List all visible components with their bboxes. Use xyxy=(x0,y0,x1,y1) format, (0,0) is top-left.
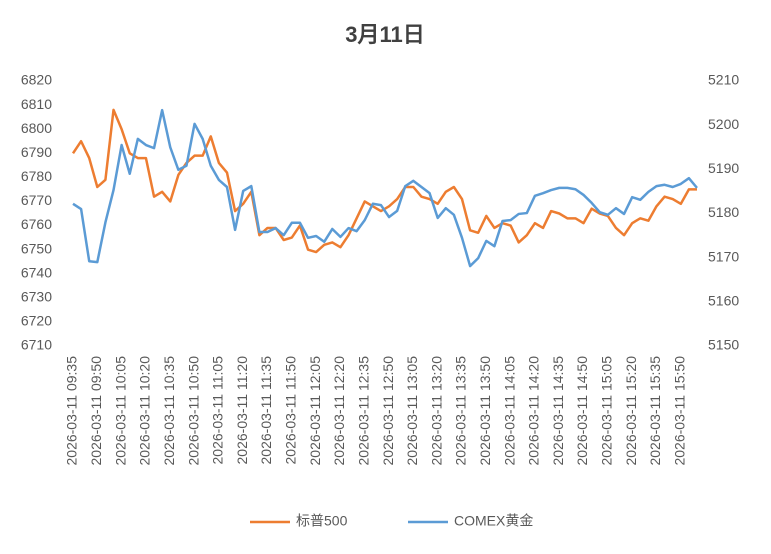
y2-tick-label: 5170 xyxy=(708,248,739,264)
x-tick-label: 2026-03-11 15:50 xyxy=(671,356,687,466)
chart-title: 3月11日 xyxy=(345,22,425,47)
x-tick-label: 2026-03-11 13:05 xyxy=(404,356,420,466)
x-tick-label: 2026-03-11 10:05 xyxy=(112,356,128,466)
series-line xyxy=(71,108,697,254)
x-tick-label: 2026-03-11 11:50 xyxy=(283,356,299,465)
x-tick-label: 2026-03-11 14:20 xyxy=(526,356,542,466)
x-tick-label: 2026-03-11 11:05 xyxy=(210,356,226,465)
x-tick-label: 2026-03-11 15:05 xyxy=(599,356,615,466)
x-tick-label: 2026-03-11 12:05 xyxy=(307,356,323,466)
x-tick-label: 2026-03-11 15:35 xyxy=(647,356,663,466)
x-tick-label: 2026-03-11 11:20 xyxy=(234,356,250,465)
x-tick-label: 2026-03-11 10:20 xyxy=(137,356,153,466)
x-tick-label: 2026-03-11 13:20 xyxy=(428,356,444,466)
x-tick-label: 2026-03-11 12:50 xyxy=(380,356,396,466)
y-tick-label: 6790 xyxy=(21,144,52,160)
x-tick-label: 2026-03-11 12:20 xyxy=(331,356,347,466)
x-tick-label: 2026-03-11 12:35 xyxy=(355,356,371,466)
x-tick-label: 2026-03-11 10:50 xyxy=(185,356,201,466)
x-tick-label: 2026-03-11 14:05 xyxy=(501,356,517,466)
y-tick-label: 6820 xyxy=(21,72,52,88)
x-tick-label: 2026-03-11 14:35 xyxy=(550,356,566,466)
x-tick-label: 2026-03-11 15:20 xyxy=(623,356,639,466)
x-tick-label: 2026-03-11 10:35 xyxy=(161,356,177,466)
y2-tick-label: 5210 xyxy=(708,72,739,88)
x-tick-label: 2026-03-11 13:50 xyxy=(477,356,493,466)
y-tick-label: 6720 xyxy=(21,313,52,329)
x-tick-label: 2026-03-11 11:35 xyxy=(258,356,274,465)
legend-label: COMEX黄金 xyxy=(454,513,533,529)
x-tick-label: 2026-03-11 14:50 xyxy=(574,356,590,466)
y-tick-label: 6740 xyxy=(21,264,52,280)
y-tick-label: 6730 xyxy=(21,289,52,305)
y-tick-label: 6760 xyxy=(21,216,52,232)
y-tick-label: 6800 xyxy=(21,120,52,136)
y-tick-label: 6770 xyxy=(21,192,52,208)
x-tick-label: 2026-03-11 13:35 xyxy=(453,356,469,466)
y2-tick-label: 5160 xyxy=(708,293,739,309)
legend-label: 标普500 xyxy=(296,513,348,529)
y-tick-label: 6780 xyxy=(21,168,52,184)
y-tick-label: 6710 xyxy=(21,337,52,353)
x-tick-label: 2026-03-11 09:50 xyxy=(88,356,104,466)
y2-tick-label: 5150 xyxy=(708,337,739,353)
y2-tick-label: 5200 xyxy=(708,116,739,132)
x-tick-label: 2026-03-11 09:35 xyxy=(64,356,80,466)
y-tick-label: 6750 xyxy=(21,240,52,256)
y-tick-label: 6810 xyxy=(21,96,52,112)
y2-tick-label: 5190 xyxy=(708,160,739,176)
series-line xyxy=(72,108,698,268)
y2-tick-label: 5180 xyxy=(708,204,739,220)
